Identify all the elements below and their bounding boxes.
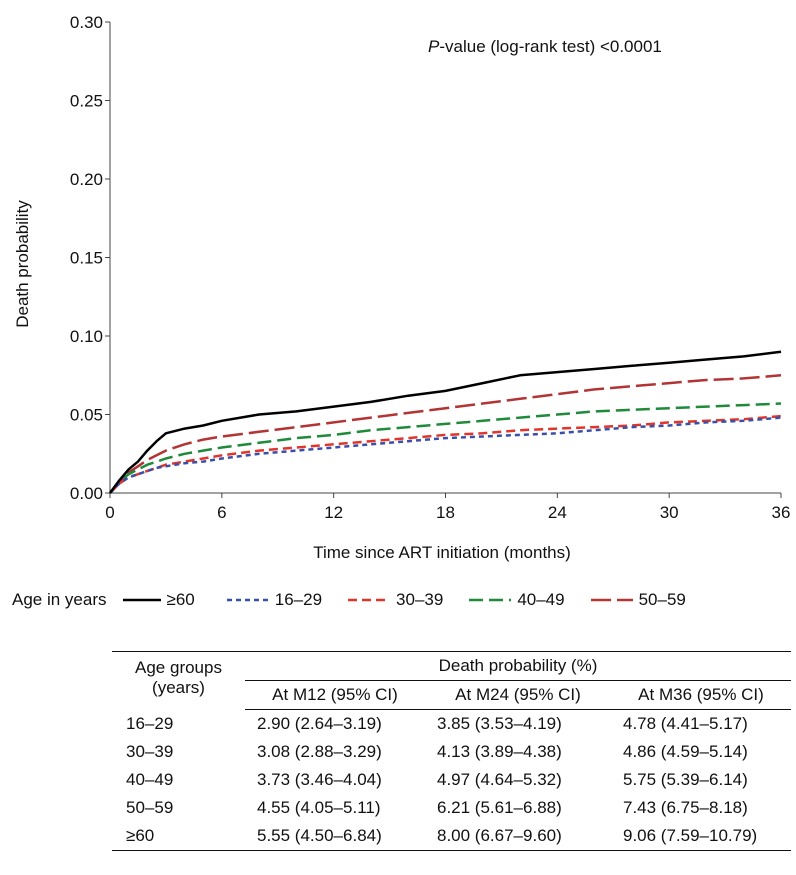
cell-m24: 4.13 (3.89–4.38) [437,742,562,761]
cell-m36: 9.06 (7.59–10.79) [611,822,791,851]
legend-label-40-49: 40–49 [517,590,565,609]
cell-m36: 5.75 (5.39–6.14) [623,770,748,789]
age-groups-header: Age groups (years) [112,652,245,710]
legend-swatch-40-49 [469,598,512,602]
pvalue-annotation-text: -value (log-rank test) <0.0001 [439,37,662,56]
cell-m24: 8.00 (6.67–9.60) [425,822,611,851]
y-tick-label: 0.10 [70,327,103,346]
table-header-row: Age groups (years) Death probability (%) [112,651,791,697]
series-line-30-39 [109,414,782,494]
cell-m12: 3.73 (3.46–4.04) [257,770,382,789]
row-group: ≥60 [112,822,245,851]
y-tick-label: 0.25 [70,92,103,111]
col-header-m12: At M12 (95% CI) [245,680,425,710]
legend-label-50-59: 50–59 [638,590,686,609]
table-row: 30–39 3.08 (2.88–3.29) 4.13 (3.89–4.38) … [112,738,791,766]
series-line-16-29 [109,416,782,494]
legend-item-50-59: 50–59 [589,590,686,610]
x-tick-label: 24 [548,503,567,522]
x-tick-label: 0 [105,503,114,522]
legend-item-40-49: 40–49 [467,590,565,610]
series-line-40-49 [109,402,782,494]
legend-label-16-29: 16–29 [274,590,323,609]
row-group: 30–39 [126,742,174,761]
cell-m36: 4.86 (4.59–5.14) [623,742,748,761]
series-line-60plus [108,350,782,494]
legend-swatch-16-29 [226,598,269,602]
x-tick-label: 18 [436,503,455,522]
death-probability-header: Death probability (%) [245,651,791,681]
chart-axes: 0.00 0.05 0.10 0.15 0.20 0.25 0.30 0 6 12 18 24 30 36 [70,13,791,522]
series-line-50-59 [109,374,782,494]
y-tick-label: 0.00 [70,484,103,503]
chart-curves [108,350,782,494]
col-header-m24: At M24 (95% CI) [425,680,611,710]
legend-swatch-50-59 [590,598,633,602]
pvalue-annotation-italic: P [428,37,440,56]
legend-item-30-39: 30–39 [346,590,443,610]
pvalue-annotation: P-value (log-rank test) <0.0001 [428,37,662,56]
cell-m24: 3.85 (3.53–4.19) [437,714,562,733]
legend-swatch-60plus [122,598,161,602]
y-tick-label: 0.05 [70,406,103,425]
x-tick-label: 6 [217,503,226,522]
legend-item-16-29: 16–29 [225,590,322,610]
cell-m36: 4.78 (4.41–5.17) [623,714,748,733]
age-groups-header-line2: (years) [152,678,205,697]
table-row: 40–49 3.73 (3.46–4.04) 4.97 (4.64–5.32) … [112,766,791,794]
table-row: ≥60 5.55 (4.50–6.84) 8.00 (6.67–9.60) 9.… [112,822,791,851]
y-tick-label: 0.20 [70,170,103,189]
cell-m24: 4.97 (4.64–5.32) [437,770,562,789]
legend-label-60plus: ≥60 [166,590,195,609]
y-axis-label: Death probability [13,200,32,328]
table-row: 16–29 2.90 (2.64–3.19) 3.85 (3.53–4.19) … [112,710,791,739]
x-axis-label: Time since ART initiation (months) [313,543,571,562]
table-subheader-row: At M12 (95% CI) At M24 (95% CI) At M36 (… [112,680,791,710]
legend-label-30-39: 30–39 [396,590,444,609]
cell-m12: 5.55 (4.50–6.84) [245,822,425,851]
row-group: 40–49 [126,770,174,789]
table-row: 50–59 4.55 (4.05–5.11) 6.21 (5.61–6.88) … [112,794,791,822]
legend-title: Age in years [12,590,107,609]
x-tick-label: 30 [660,503,679,522]
legend-item-60plus: ≥60 [121,590,195,610]
cell-m24: 6.21 (5.61–6.88) [437,798,562,817]
x-tick-label: 36 [772,503,791,522]
y-tick-label: 0.30 [70,13,103,32]
x-tick-label: 12 [324,503,343,522]
legend: Age in years ≥60 16–29 30–39 40–49 50–59 [12,590,686,610]
legend-swatch-30-39 [348,598,391,602]
col-header-m36: At M36 (95% CI) [611,680,791,710]
death-probability-table: Age groups (years) Death probability (%)… [112,651,791,851]
y-tick-label: 0.15 [70,249,103,268]
row-group: 16–29 [126,713,174,733]
cell-m12: 2.90 (2.64–3.19) [257,714,382,733]
survival-chart: 0.00 0.05 0.10 0.15 0.20 0.25 0.30 0 6 12 18 24 30 36… [13,13,791,562]
cell-m36: 7.43 (6.75–8.18) [623,798,748,817]
row-group: 50–59 [126,798,174,817]
cell-m12: 3.08 (2.88–3.29) [257,742,382,761]
cell-m12: 4.55 (4.05–5.11) [257,798,381,817]
age-groups-header-line1: Age groups [135,658,222,677]
